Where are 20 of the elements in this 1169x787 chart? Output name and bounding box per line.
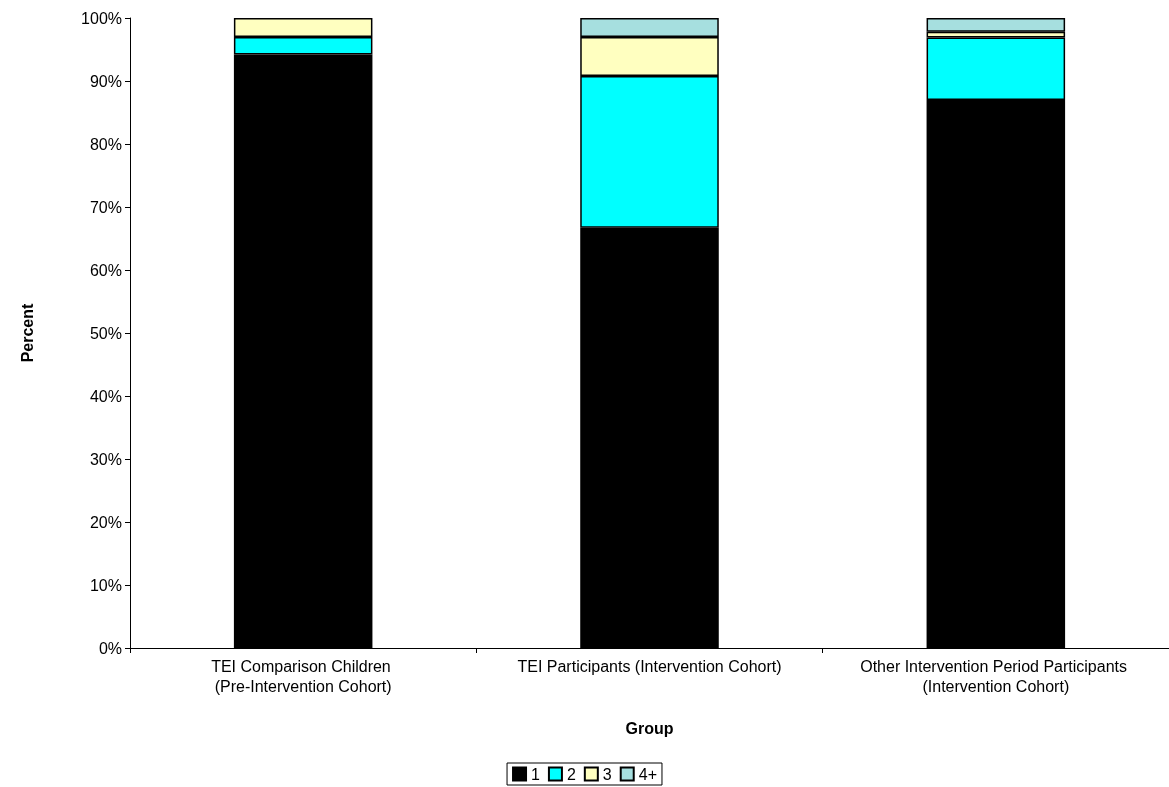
y-tick-label: 90% (89, 72, 122, 90)
y-tick-label: 40% (89, 387, 122, 405)
legend-label: 3 (602, 765, 612, 783)
y-tick-label: 70% (89, 198, 122, 216)
y-tick-label: 0% (98, 639, 122, 657)
x-tick-label: TEI Comparison Children (Pre-Intervention Cohort) (211, 657, 396, 695)
x-axis-title: Group (625, 719, 674, 737)
legend-label: 2 (566, 765, 576, 783)
y-tick-label: 30% (89, 450, 122, 468)
x-tick-label: Other Intervention Period Participants (Intervention Cohort) (860, 657, 1132, 695)
y-tick-label: 60% (89, 261, 122, 279)
y-axis-title: Percent (18, 302, 36, 363)
x-tick-label: TEI Participants (Intervention Cohort) (517, 657, 782, 675)
y-tick-label: 20% (89, 513, 122, 531)
legend-label: 4+ (638, 765, 657, 783)
y-tick-label: 50% (89, 324, 122, 342)
legend-label: 1 (531, 765, 541, 783)
y-tick-label: 100% (81, 9, 122, 27)
y-tick-label: 80% (89, 135, 122, 153)
y-tick-label: 10% (89, 576, 122, 594)
